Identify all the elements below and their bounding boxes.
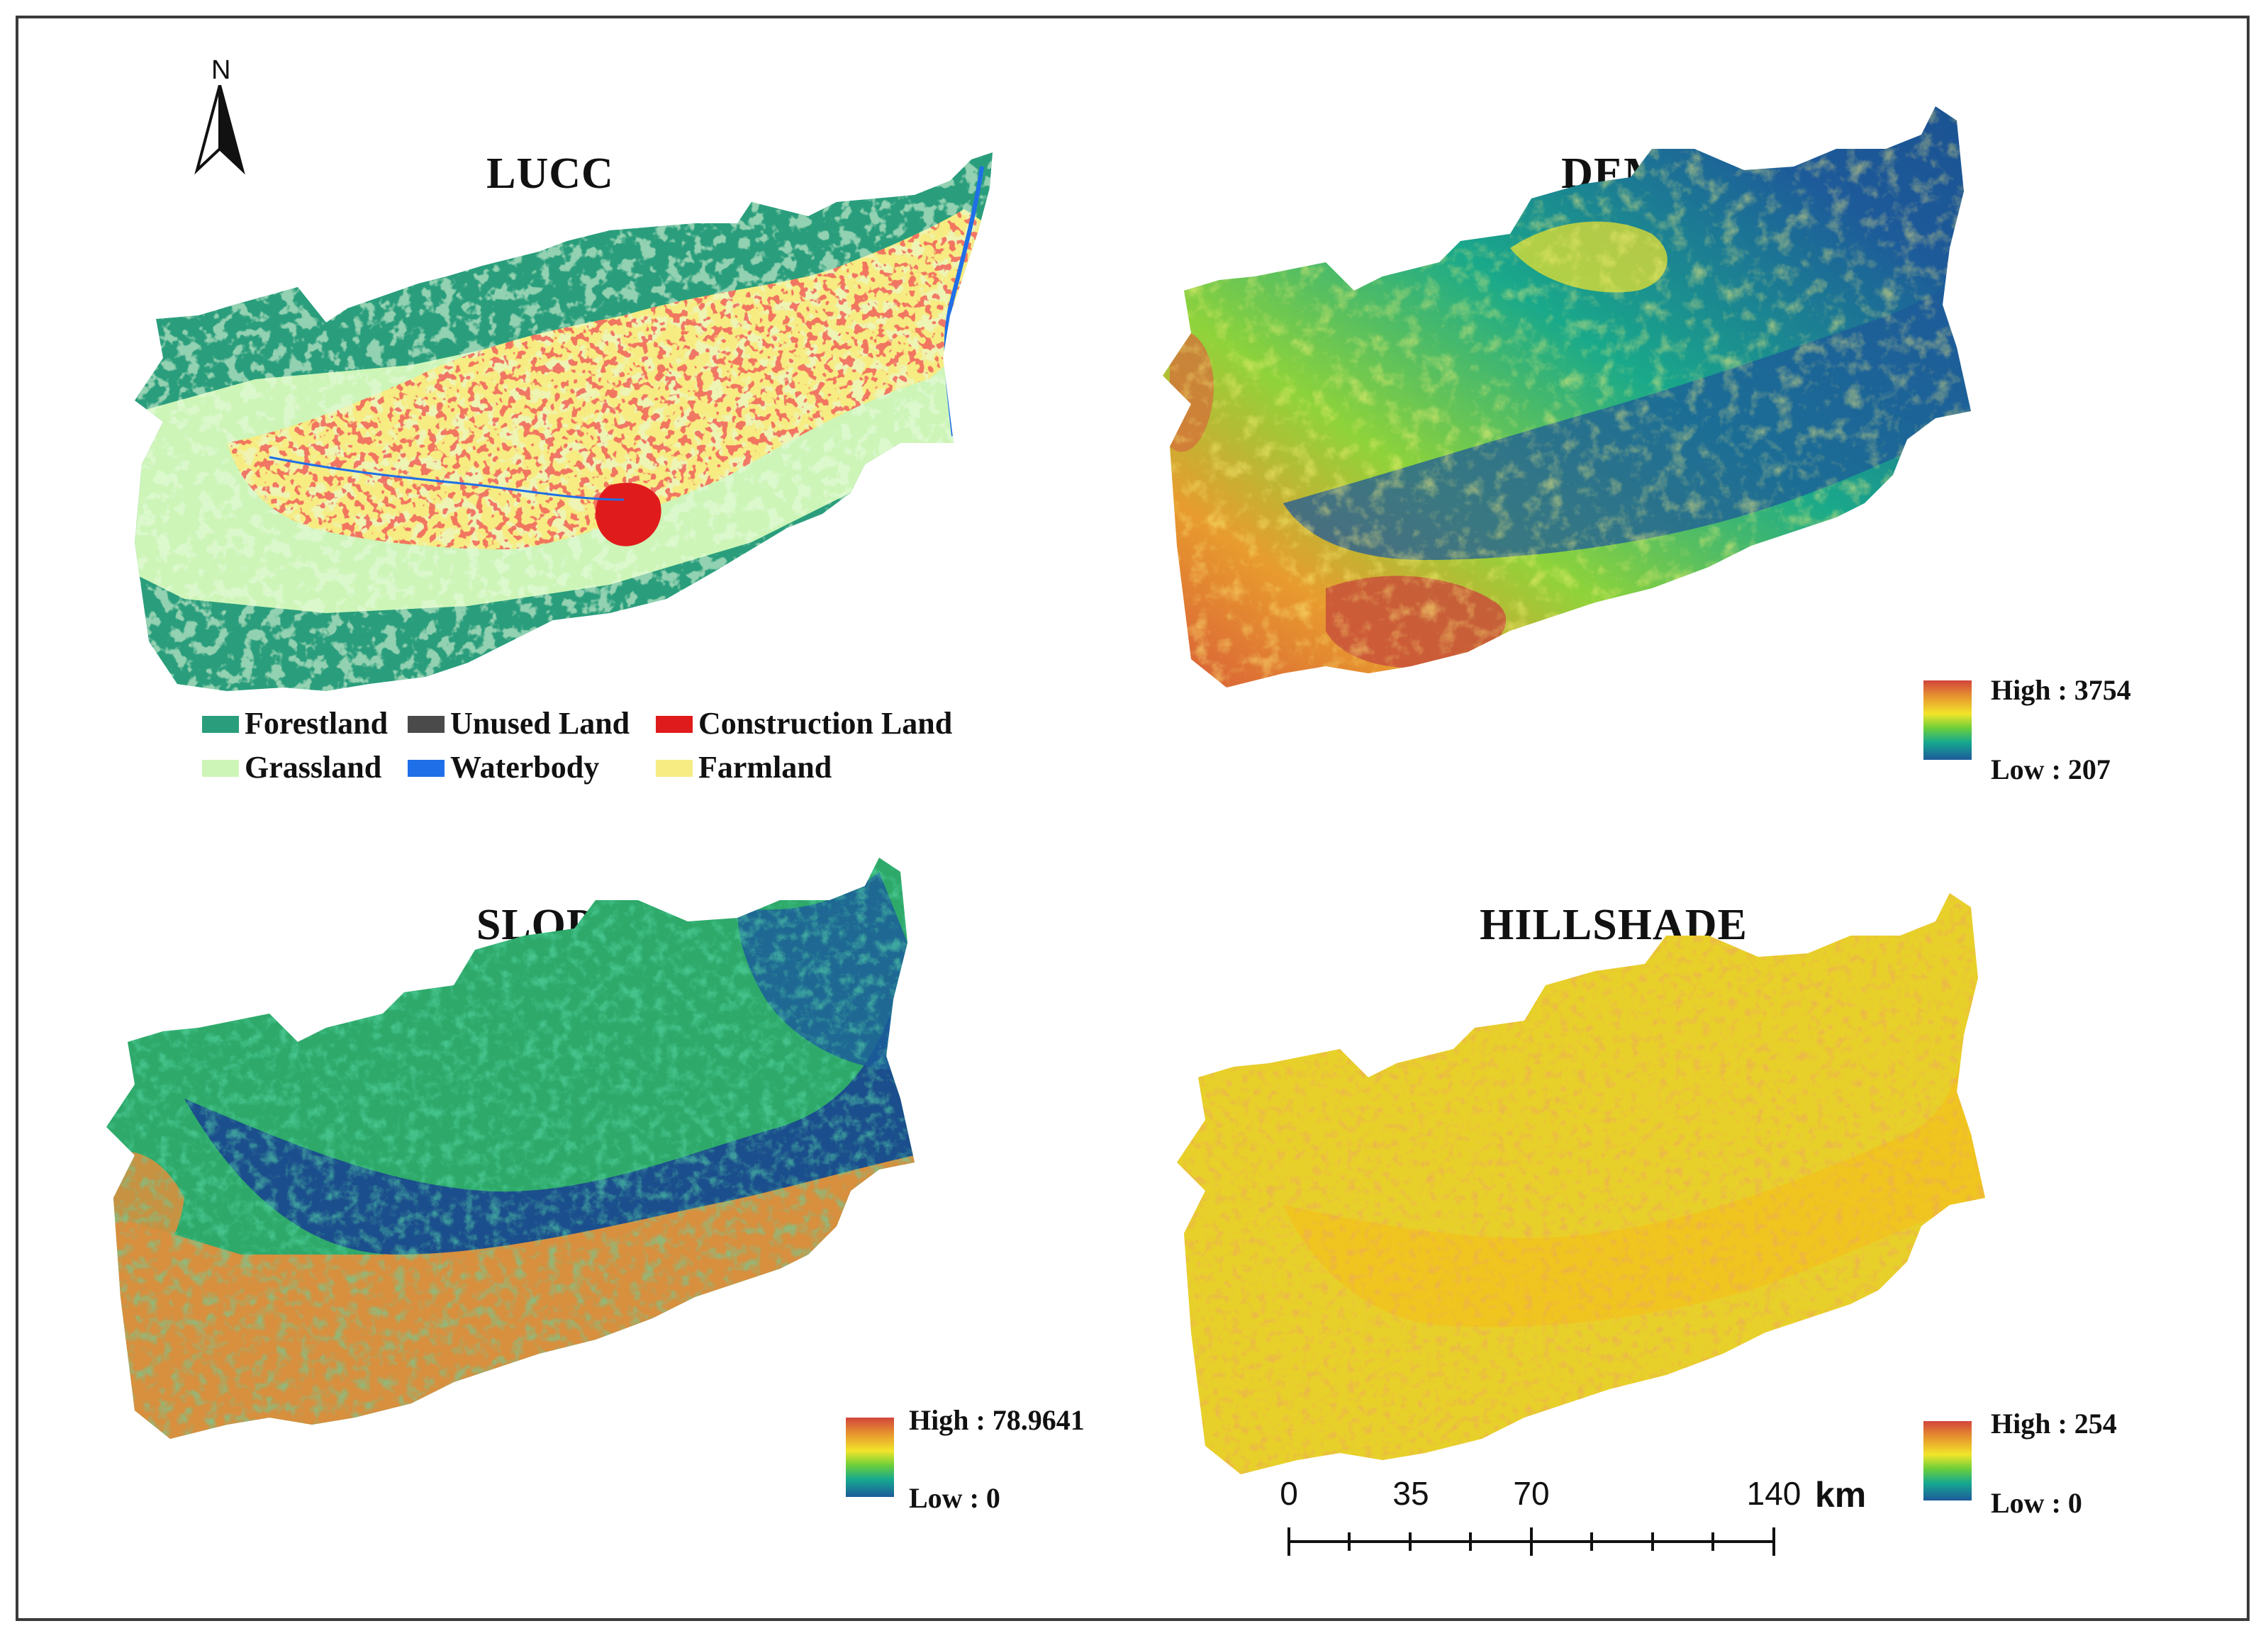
legend-swatch-forestland: [202, 716, 239, 733]
legend-label-farmland: Farmland: [698, 750, 832, 785]
hillshade-map: [1177, 893, 1985, 1474]
dem-map: [1163, 106, 1971, 688]
scale-tick-35: 35: [1392, 1475, 1429, 1512]
legend-swatch-farmland: [656, 760, 693, 777]
lucc-title: LUCC: [486, 150, 614, 198]
slope-low-label: Low : 0: [909, 1482, 1000, 1514]
legend-label-construction-land: Construction Land: [698, 706, 953, 741]
legend-swatch-unused-land: [408, 716, 445, 733]
hillshade-low-label: Low : 0: [1991, 1487, 2082, 1519]
map-frame: [16, 16, 2250, 1621]
scale-tick-70: 70: [1513, 1475, 1550, 1512]
hillshade-high-label: High : 254: [1991, 1408, 2117, 1440]
scale-tick-140: 140: [1746, 1475, 1801, 1512]
legend-label-waterbody: Waterbody: [450, 750, 600, 785]
hillshade-color-ramp: [1923, 1421, 1972, 1500]
dem-high-label: High : 3754: [1991, 674, 2131, 706]
north-arrow: N: [191, 55, 248, 176]
north-arrow-icon: [194, 85, 245, 175]
legend-label-forestland: Forestland: [245, 706, 389, 741]
dem-low-label: Low : 207: [1991, 753, 2111, 785]
lucc-map: [135, 152, 993, 691]
north-label: N: [211, 55, 231, 85]
legend-label-unused-land: Unused Land: [450, 706, 630, 741]
legend-swatch-grassland: [202, 760, 239, 777]
dem-color-ramp: [1923, 680, 1972, 760]
slope-high-label: High : 78.9641: [909, 1404, 1085, 1436]
legend-label-grassland: Grassland: [245, 750, 382, 785]
legend-swatch-waterbody: [408, 760, 445, 777]
scale-unit: km: [1815, 1475, 1867, 1515]
legend-swatch-construction-land: [656, 716, 693, 733]
scale-bar-line: [1287, 1527, 1775, 1556]
slope-map: [106, 858, 915, 1439]
slope-color-ramp: [846, 1418, 894, 1497]
scale-tick-0: 0: [1280, 1475, 1298, 1512]
